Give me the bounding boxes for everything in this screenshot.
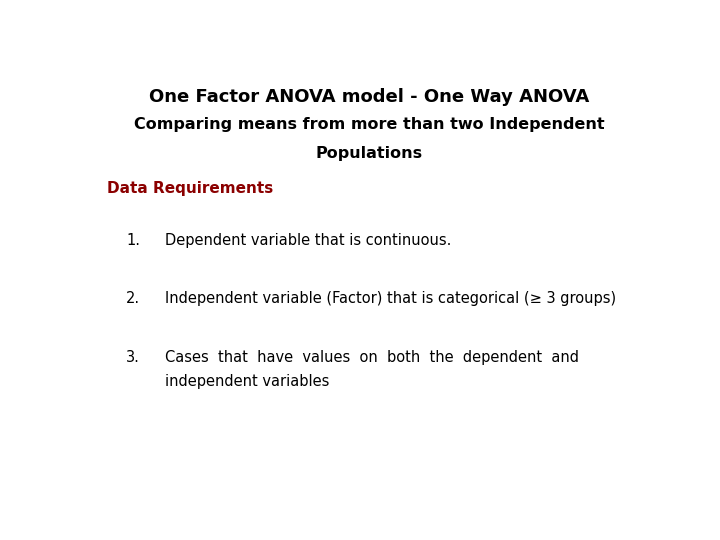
Text: One Factor ANOVA model - One Way ANOVA: One Factor ANOVA model - One Way ANOVA: [149, 87, 589, 106]
Text: Cases  that  have  values  on  both  the  dependent  and
independent variables: Cases that have values on both the depen…: [166, 349, 580, 389]
Text: 1.: 1.: [126, 233, 140, 248]
Text: Independent variable (Factor) that is categorical (≥ 3 groups): Independent variable (Factor) that is ca…: [166, 292, 616, 306]
Text: Comparing means from more than two Independent: Comparing means from more than two Indep…: [134, 117, 604, 132]
Text: 2.: 2.: [126, 292, 140, 306]
Text: Dependent variable that is continuous.: Dependent variable that is continuous.: [166, 233, 451, 248]
Text: Populations: Populations: [315, 146, 423, 161]
Text: Data Requirements: Data Requirements: [107, 181, 273, 196]
Text: 3.: 3.: [126, 349, 140, 364]
